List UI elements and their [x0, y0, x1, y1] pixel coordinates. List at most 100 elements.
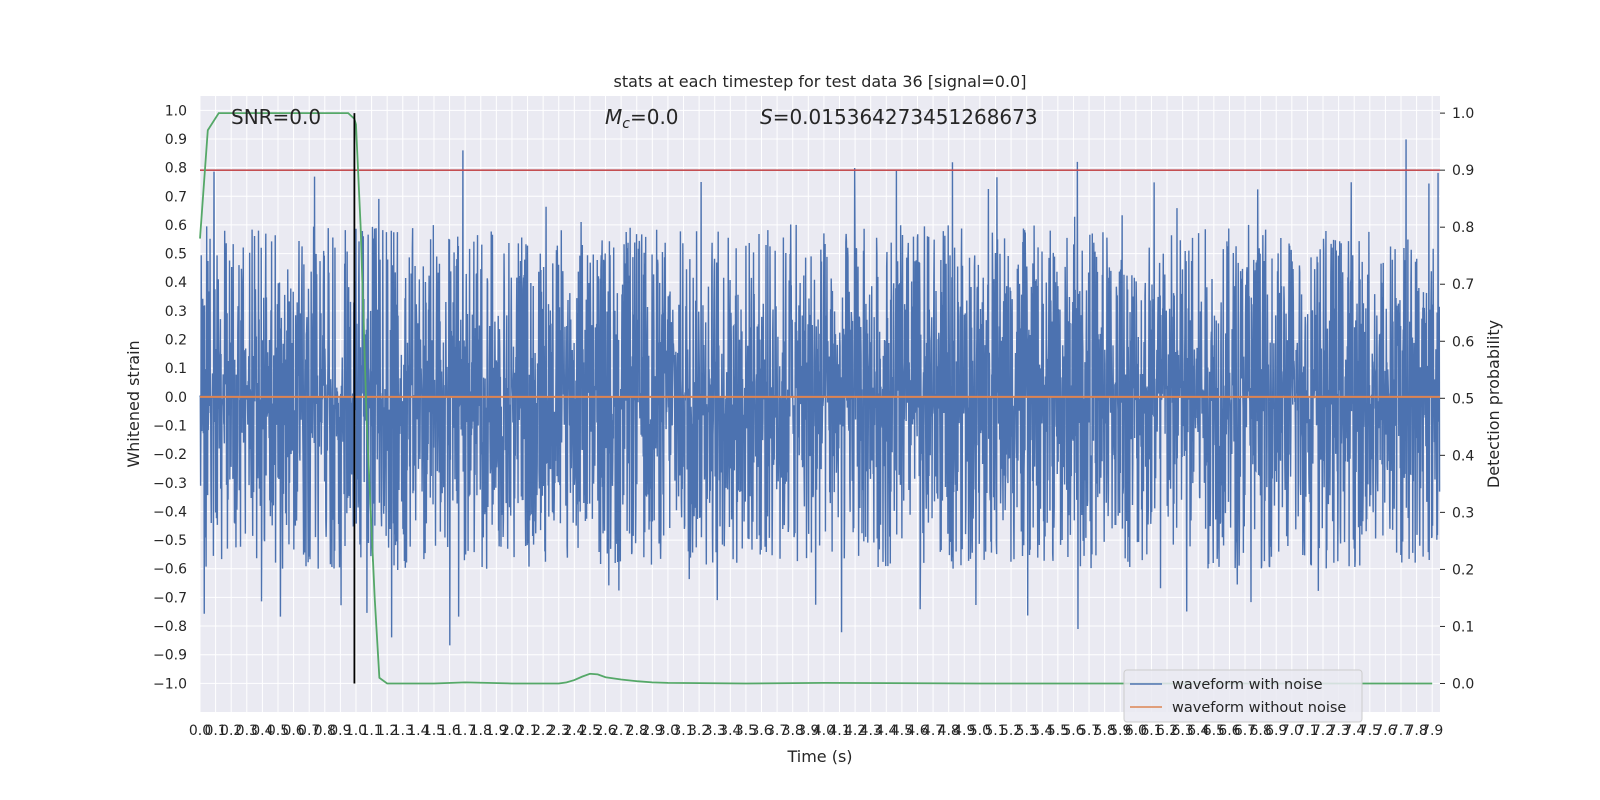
x-tick-label: 2.1	[516, 723, 538, 739]
x-tick-label: 4.6	[906, 723, 928, 739]
x-tick-label: 4.8	[938, 723, 960, 739]
x-tick-label: 1.3	[392, 723, 414, 739]
x-tick-label: 1.6	[438, 723, 460, 739]
chirp-mass-subscript: c	[622, 116, 630, 132]
y2-tick-label: 0.4	[1452, 448, 1474, 464]
legend: waveform with noise waveform without noi…	[1123, 669, 1363, 723]
y-tick-label: −0.3	[153, 476, 187, 492]
y-tick-label: −0.6	[153, 562, 187, 578]
y-tick-label: 0.9	[165, 132, 187, 148]
x-tick-label: 0.0	[189, 723, 211, 739]
y-tick-label: −0.2	[153, 447, 187, 463]
y2-axis-ticks: 1.0 0.9 0.8 0.7 0.6 0.5 0.4 0.3 0.2 0.1 0.0	[1440, 106, 1474, 692]
y-tick-label: 0.1	[165, 361, 187, 377]
y-tick-label: −0.4	[153, 504, 187, 520]
y2-tick-label: 0.2	[1452, 562, 1474, 578]
x-tick-label: 5.9	[1109, 723, 1131, 739]
y-tick-label: −0.5	[153, 533, 187, 549]
x-tick-label: 0.6	[282, 723, 304, 739]
x-tick-label: 3.9	[797, 723, 819, 739]
x-tick-label: 4.5	[891, 723, 913, 739]
y2-tick-label: 0.3	[1452, 505, 1474, 521]
x-tick-label: 6.8	[1249, 723, 1271, 739]
y-tick-label: 0.2	[165, 333, 187, 349]
x-tick-label: 3.1	[672, 723, 694, 739]
x-tick-label: 7.9	[1421, 723, 1443, 739]
y-tick-label: −0.8	[153, 619, 187, 635]
chirp-mass-symbol: M	[605, 105, 622, 129]
x-tick-label: 7.5	[1359, 723, 1381, 739]
x-tick-label: 1.0	[345, 723, 367, 739]
x-tick-label: 6.1	[1140, 723, 1162, 739]
x-tick-label: 6.0	[1125, 723, 1147, 739]
x-tick-label: 1.1	[360, 723, 382, 739]
y-tick-label: 1.0	[165, 103, 187, 119]
chirp-mass-annotation: Mc=0.0	[605, 105, 679, 132]
x-tick-label: 7.2	[1312, 723, 1334, 739]
x-tick-label: 2.8	[626, 723, 648, 739]
overlay-lines	[199, 112, 1440, 685]
x-tick-label: 5.2	[1000, 723, 1022, 739]
x-tick-label: 4.2	[844, 723, 866, 739]
x-tick-label: 0.5	[267, 723, 289, 739]
legend-label-waveform-without-noise: waveform without noise	[1172, 700, 1346, 716]
y-tick-label: 0.4	[165, 275, 187, 291]
x-tick-label: 2.5	[579, 723, 601, 739]
y2-tick-label: 0.1	[1452, 619, 1474, 635]
x-tick-label: 1.2	[376, 723, 398, 739]
legend-box	[1123, 669, 1363, 723]
x-tick-label: 5.6	[1062, 723, 1084, 739]
x-tick-label: 5.5	[1047, 723, 1069, 739]
waveform-with-noise-line	[199, 139, 1441, 646]
y2-tick-label: 0.5	[1452, 391, 1474, 407]
x-tick-label: 5.1	[984, 723, 1006, 739]
x-tick-label: 7.0	[1281, 723, 1303, 739]
x-tick-label: 2.3	[548, 723, 570, 739]
x-tick-label: 0.2	[220, 723, 242, 739]
x-tick-label: 4.0	[813, 723, 835, 739]
y-tick-label: −0.9	[153, 648, 187, 664]
x-tick-label: 6.4	[1187, 723, 1209, 739]
x-tick-label: 2.6	[594, 723, 616, 739]
y-tick-label: 0.6	[165, 218, 187, 234]
x-tick-label: 2.0	[501, 723, 523, 739]
x-tick-label: 4.9	[953, 723, 975, 739]
y-tick-label: −0.7	[153, 590, 187, 606]
detection-probability-line	[199, 112, 1433, 685]
y-tick-label: 0.0	[165, 390, 187, 406]
y-tick-label: −0.1	[153, 418, 187, 434]
legend-label-waveform-with-noise: waveform with noise	[1172, 677, 1323, 693]
x-tick-label: 4.3	[860, 723, 882, 739]
y2-tick-label: 0.6	[1452, 334, 1474, 350]
x-tick-label: 5.7	[1078, 723, 1100, 739]
y-tick-label: 0.3	[165, 304, 187, 320]
x-tick-label: 6.9	[1265, 723, 1287, 739]
y-axis-ticks: 1.0 0.9 0.8 0.7 0.6 0.5 0.4 0.3 0.2 0.1 0.0 −0.1 −0.…	[153, 103, 187, 692]
y2-tick-label: 0.8	[1452, 220, 1474, 236]
y2-tick-label: 0.9	[1452, 163, 1474, 179]
y-axis-label: Whitened strain	[124, 340, 143, 467]
x-tick-label: 7.3	[1327, 723, 1349, 739]
s-value: =0.015364273451268673	[773, 105, 1038, 129]
x-tick-label: 1.8	[470, 723, 492, 739]
x-tick-label: 3.2	[688, 723, 710, 739]
x-tick-label: 1.4	[407, 723, 429, 739]
x-tick-label: 1.5	[423, 723, 445, 739]
x-tick-label: 3.0	[657, 723, 679, 739]
x-tick-label: 2.9	[641, 723, 663, 739]
x-axis-ticks: 0.00.10.20.30.40.50.60.70.80.91.01.11.21…	[189, 723, 1443, 739]
chirp-mass-value: =0.0	[630, 105, 679, 129]
y-tick-label: 0.5	[165, 247, 187, 263]
x-tick-label: 5.8	[1094, 723, 1116, 739]
x-tick-label: 1.9	[485, 723, 507, 739]
s-annotation: S=0.015364273451268673	[760, 105, 1038, 129]
y-tick-label: 0.8	[165, 161, 187, 177]
y2-tick-label: 0.0	[1452, 676, 1474, 692]
x-tick-label: 3.7	[766, 723, 788, 739]
x-tick-label: 3.3	[704, 723, 726, 739]
s-symbol: S	[760, 105, 773, 129]
waveform-with-noise-series	[199, 139, 1441, 646]
x-tick-label: 0.3	[236, 723, 258, 739]
x-tick-label: 7.1	[1296, 723, 1318, 739]
